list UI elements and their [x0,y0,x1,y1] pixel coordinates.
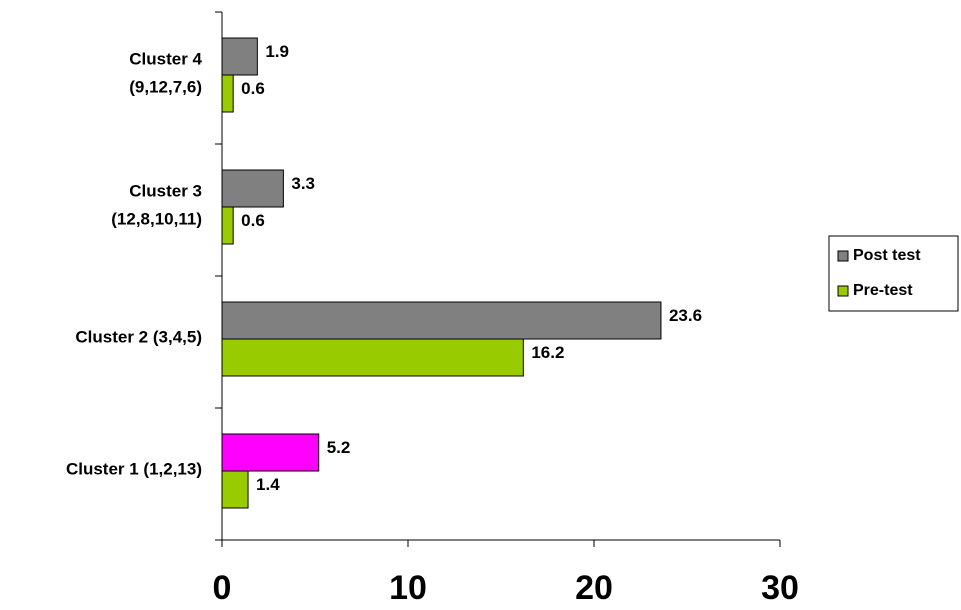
category-label: Cluster 1 (1,2,13) [66,459,202,478]
x-tick-label: 10 [389,569,427,607]
bar [221,206,234,245]
value-label: 0.6 [241,211,265,230]
legend-swatch [837,285,849,297]
value-label: 1.9 [265,42,289,61]
value-label: 23.6 [669,306,702,325]
x-tick-label: 30 [761,569,799,607]
value-label: 0.6 [241,79,265,98]
value-label: 5.2 [327,438,351,457]
category-label: Cluster 2 (3,4,5) [75,327,202,346]
bar [221,74,234,113]
bar [221,169,284,208]
category-label: Cluster 3 [129,181,202,200]
legend-box [828,235,959,312]
x-tick-label: 20 [575,569,613,607]
x-tick-label: 0 [213,569,232,607]
legend-label: Post test [853,247,921,264]
value-label: 3.3 [291,174,315,193]
bar [221,37,258,76]
bar [221,338,524,377]
bar [221,301,662,340]
category-label: Cluster 4 [129,49,202,68]
value-label: 16.2 [531,343,564,362]
bar [221,433,320,472]
legend-swatch [837,250,849,262]
category-label: (12,8,10,11) [111,209,202,228]
bar [221,470,249,509]
legend-label: Pre-test [853,282,913,299]
value-label: 1.4 [256,475,280,494]
category-label: (9,12,7,6) [129,77,202,96]
